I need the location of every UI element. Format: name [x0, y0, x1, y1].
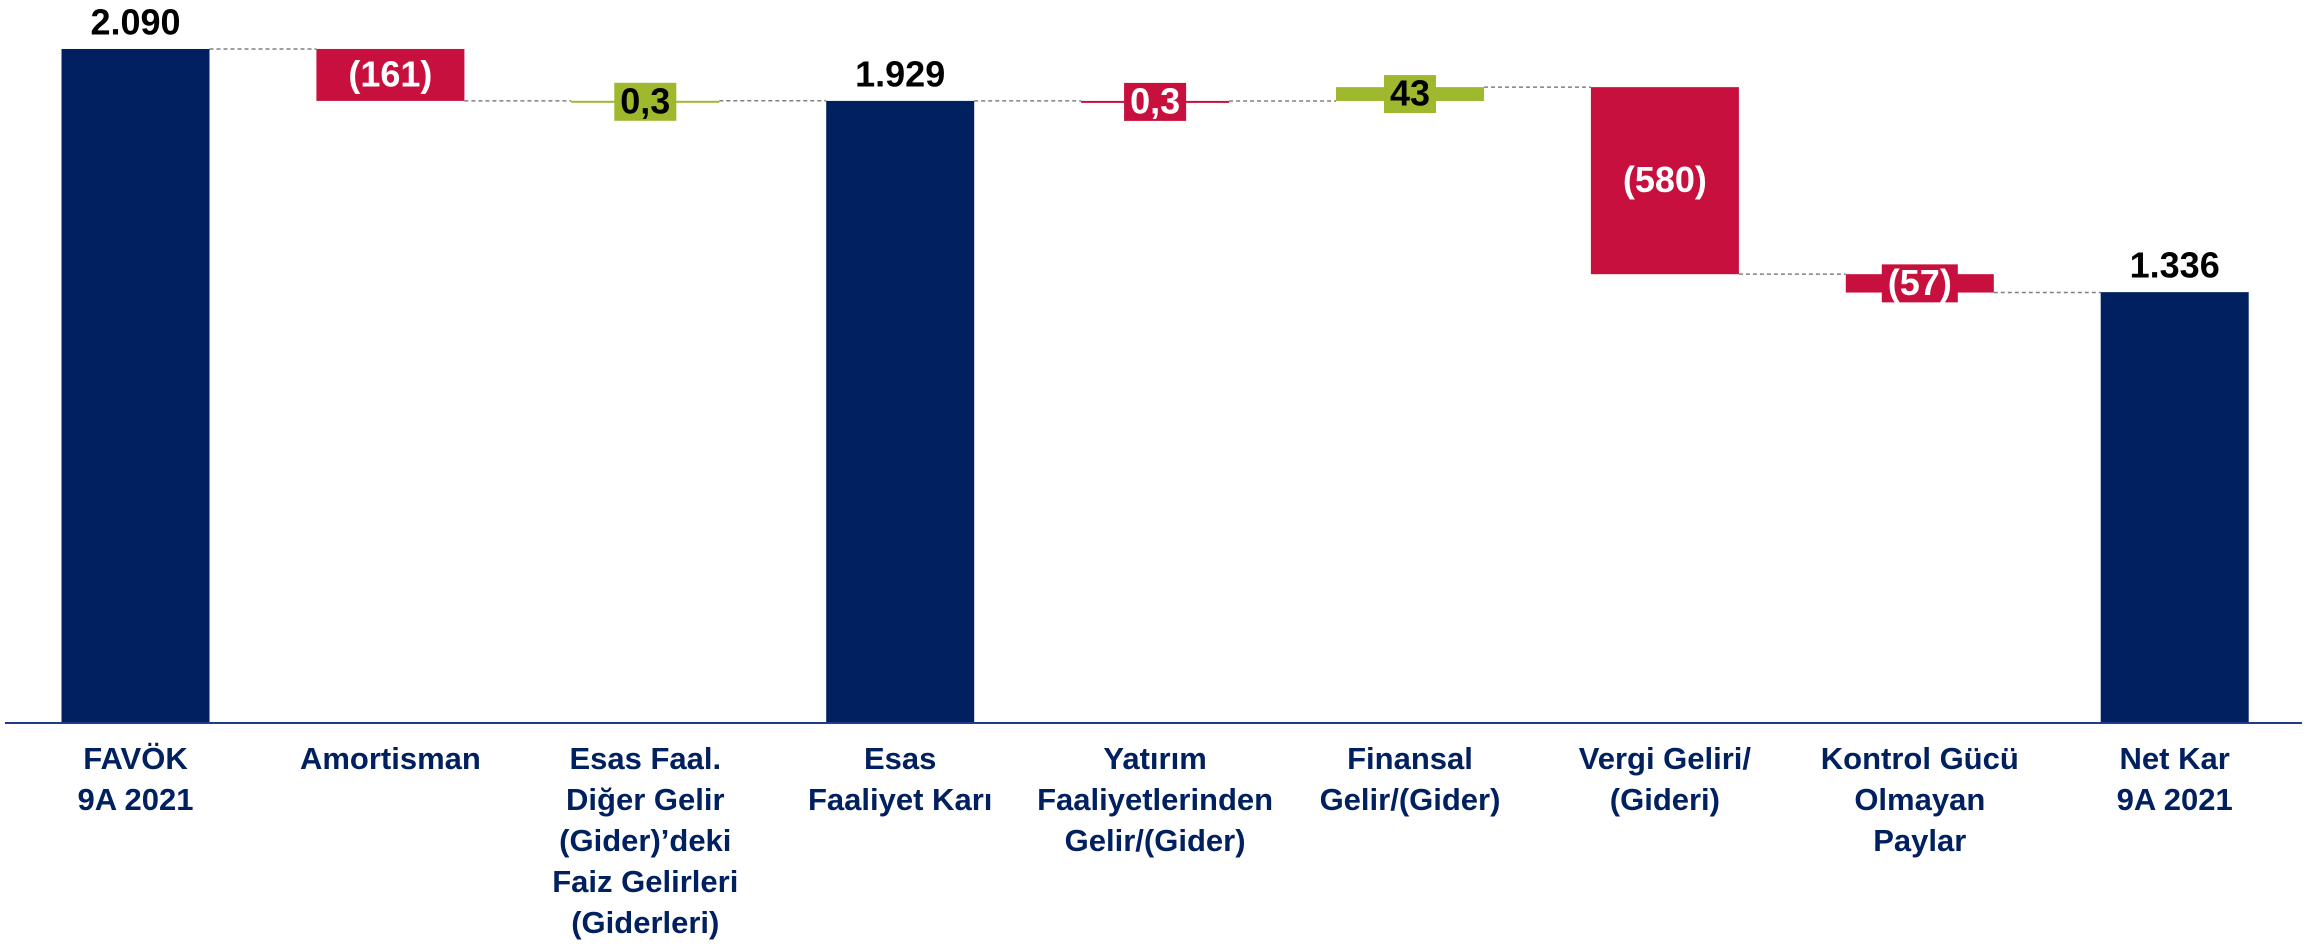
label-bg [342, 55, 439, 94]
value-label: (580) [1623, 159, 1707, 200]
x-tick-label: Amortisman [299, 741, 481, 776]
x-tick-label: Esas Faal. Diğer Gelir (Gider)’deki Faiz… [552, 741, 739, 940]
label-bg [614, 82, 677, 121]
x-tick-label: FAVÖK 9A 2021 [77, 741, 194, 817]
x-tick-label: Net Kar 9A 2021 [2116, 741, 2233, 817]
label-bg [1881, 264, 1958, 303]
x-tick-label: Vergi Geliri/ (Gideri) [1578, 741, 1752, 817]
bar [61, 48, 210, 724]
x-tick-label: Kontrol Gücü Olmayan Paylar [1820, 741, 2019, 858]
label-bg [1124, 82, 1187, 121]
value-label: 1.336 [2130, 245, 2220, 286]
value-label: (57) [1888, 262, 1952, 303]
x-tick-label: Finansal Gelir/(Gider) [1319, 741, 1501, 817]
label-bg [1383, 75, 1437, 114]
value-label: 43 [1390, 73, 1430, 114]
value-label: 2.090 [90, 1, 180, 42]
x-tick-label: Yatırım Faaliyetlerinden Gelir/(Gider) [1037, 741, 1274, 858]
x-tick-label: Esas Faaliyet Karı [808, 741, 993, 817]
value-label: (161) [348, 53, 432, 94]
bar [2100, 292, 2249, 723]
label-bg [1616, 161, 1713, 200]
value-label: 0,3 [620, 80, 670, 121]
value-label: 0,3 [1130, 80, 1180, 121]
value-label: 1.929 [855, 53, 945, 94]
bar [826, 100, 975, 723]
